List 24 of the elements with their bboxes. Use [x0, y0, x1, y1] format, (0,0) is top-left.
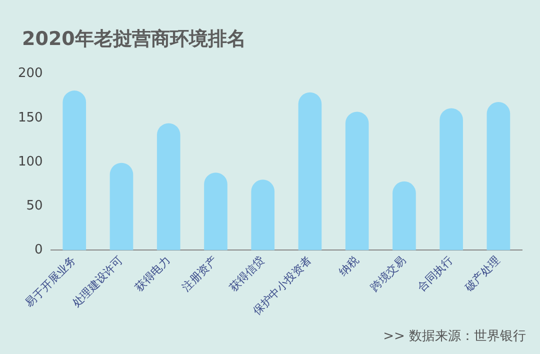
- chart-title: 2020年老挝营商环境排名: [22, 27, 246, 52]
- x-tick-label: 获得电力: [132, 254, 173, 294]
- text: >> 数据来源：世界银行: [383, 328, 526, 345]
- bar: [392, 181, 416, 250]
- bar: [486, 102, 510, 250]
- bar: [251, 180, 275, 250]
- bar: [62, 90, 86, 250]
- x-tick-label: 破产处理: [462, 254, 503, 295]
- bar: [440, 108, 463, 250]
- bar: [156, 123, 180, 250]
- y-tick-label: 100: [18, 154, 43, 170]
- bar: [298, 92, 322, 250]
- x-tick-label: 获得信贷: [226, 254, 267, 294]
- y-tick-label: 200: [18, 66, 43, 82]
- y-tick-label: 50: [26, 198, 43, 214]
- x-tick-label: 纳税: [336, 254, 362, 279]
- x-tick-label: 注册资产: [180, 254, 220, 294]
- y-tick-label: 0: [34, 242, 43, 258]
- bar: [110, 162, 134, 250]
- y-tick-label: 150: [18, 110, 43, 126]
- bar: [204, 172, 228, 250]
- bar: [345, 112, 369, 250]
- x-tick-label: 合同执行: [415, 254, 456, 294]
- x-tick-label: 跨境交易: [368, 254, 408, 294]
